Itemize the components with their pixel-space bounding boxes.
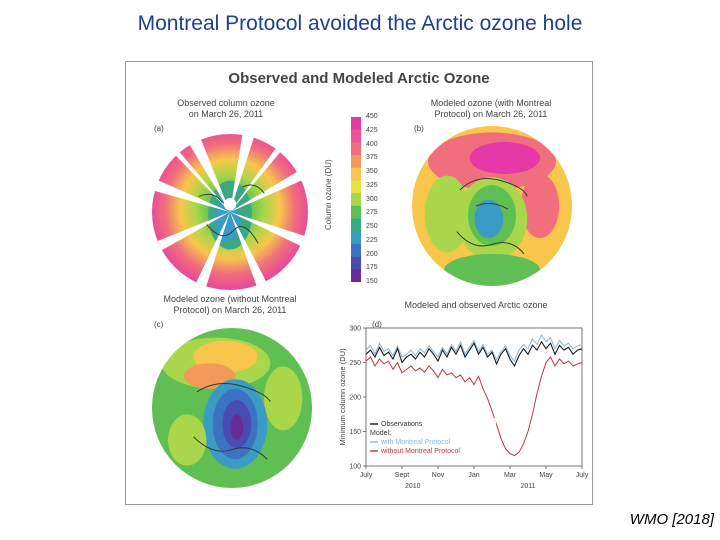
y-tick-label: 300 <box>349 326 361 333</box>
ozone-figure: Observed and Modeled Arctic Ozone Observ… <box>125 61 593 505</box>
panel-c-caption: Modeled ozone (without Montreal Protocol… <box>150 294 310 316</box>
legend-entry: Model: <box>370 430 391 437</box>
x-year-label: 2010 <box>405 483 421 490</box>
colorbar-segment <box>351 218 361 232</box>
x-tick-label: July <box>576 472 589 479</box>
colorbar-tick-label: 400 <box>366 140 378 148</box>
modeled-with-protocol-map-graphic <box>412 126 572 286</box>
colorbar-tick-label: 275 <box>366 209 378 217</box>
observed-ozone-map-graphic <box>152 134 308 290</box>
panel-b-caption-line1: Modeled ozone (with Montreal <box>430 98 552 108</box>
colorbar-segment <box>351 129 361 143</box>
figure-title: Observed and Modeled Arctic Ozone <box>228 70 490 87</box>
y-tick-label: 200 <box>349 395 361 402</box>
colorbar-segment <box>351 142 361 156</box>
colorbar-segment <box>351 155 361 169</box>
panel-c-letter: (c) <box>154 320 164 329</box>
modeled-without-protocol-map <box>152 328 312 488</box>
colorbar-tick-label: 300 <box>366 195 378 203</box>
colorbar-graphic <box>351 117 361 283</box>
y-tick-label: 100 <box>349 464 361 471</box>
colorbar-tick-label: 200 <box>366 250 378 258</box>
y-axis-label: Minimum column ozone (DU) <box>338 348 347 446</box>
colorbar-tick-label: 375 <box>366 154 378 162</box>
colorbar-tick-label: 175 <box>366 264 378 272</box>
colorbar-segment <box>351 193 361 207</box>
ozone-timeseries-graphic: 100 150 200 250 300 July Sept Nov Jan Mar May July 2… <box>338 326 589 491</box>
panel-a-caption: Observed column ozone on March 26, 2011 <box>156 98 296 120</box>
x-tick-label: Sept <box>395 472 409 479</box>
series-line-without-montreal-protocol <box>365 356 583 457</box>
colorbar-segment <box>351 117 361 131</box>
legend-box <box>368 418 496 464</box>
colorbar-tick-label: 425 <box>366 126 378 134</box>
colorbar-segment <box>351 167 361 181</box>
colorbar-segment <box>351 243 361 258</box>
panel-b-caption: Modeled ozone (with Montreal Protocol) o… <box>416 98 566 120</box>
x-tick-label: Nov <box>432 472 445 479</box>
legend-entry: without Montreal Protocol <box>380 448 460 455</box>
y-tick-label: 150 <box>349 429 361 436</box>
observed-ozone-map <box>152 134 308 290</box>
panel-b-caption-line2: Protocol) on March 26, 2011 <box>434 109 548 119</box>
source-credit: WMO [2018] <box>629 511 714 528</box>
colorbar-tick-label: 225 <box>366 236 378 244</box>
colorbar-segment <box>351 205 361 220</box>
panel-a-letter: (a) <box>154 124 164 133</box>
colorbar-segment <box>351 231 361 245</box>
y-tick-label: 250 <box>349 360 361 367</box>
legend-entry: Observations <box>381 421 423 428</box>
panel-d-caption: Modeled and observed Arctic ozone <box>404 300 548 310</box>
colorbar <box>351 117 361 283</box>
panel-c-caption-line2: Protocol) on March 26, 2011 <box>173 305 287 315</box>
x-tick-label: Mar <box>504 472 517 479</box>
colorbar-tick-label: 250 <box>366 223 378 230</box>
colorbar-tick-label: 150 <box>366 278 378 285</box>
x-tick-label: July <box>360 472 373 479</box>
colorbar-tick-labels: 450 425 400 375 350 325 300 275 250 225 200 175 150 <box>366 113 390 285</box>
panel-d-letter: (d) <box>372 320 382 329</box>
panel-a-caption-line1: Observed column ozone <box>177 98 275 108</box>
series-line-observations <box>365 340 583 368</box>
x-year-label: 2011 <box>520 483 535 490</box>
slide-title: Montreal Protocol avoided the Arctic ozo… <box>137 12 583 35</box>
x-tick-label: May <box>539 472 553 479</box>
colorbar-segment <box>351 256 361 270</box>
series-line-with-montreal-protocol <box>365 333 583 363</box>
panel-a-caption-line2: on March 26, 2011 <box>188 109 264 119</box>
ozone-timeseries-chart: 100 150 200 250 300 July Sept Nov Jan Mar May July 2… <box>334 310 590 500</box>
panel-b-letter: (b) <box>414 124 424 133</box>
colorbar-tick-label: 325 <box>366 181 378 189</box>
panel-c-caption-line1: Modeled ozone (without Montreal <box>163 294 297 304</box>
legend-entry: with Montreal Protocol <box>380 439 451 446</box>
x-tick-label: Jan <box>468 472 479 479</box>
modeled-without-protocol-map-graphic <box>152 328 312 488</box>
modeled-with-protocol-map <box>412 126 572 286</box>
colorbar-segment <box>351 180 361 194</box>
colorbar-axis-label: Column ozone (DU) <box>324 159 333 230</box>
colorbar-segment <box>351 269 361 283</box>
colorbar-tick-label: 350 <box>366 168 378 175</box>
colorbar-tick-label: 450 <box>366 113 378 120</box>
